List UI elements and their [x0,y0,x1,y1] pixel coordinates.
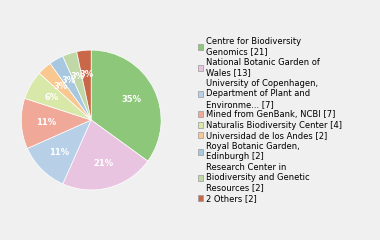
Wedge shape [39,63,91,120]
Text: 6%: 6% [45,93,59,102]
Wedge shape [63,52,91,120]
Wedge shape [25,73,91,120]
Legend: Centre for Biodiversity
Genomics [21], National Botanic Garden of
Wales [13], Un: Centre for Biodiversity Genomics [21], N… [197,36,343,204]
Text: 3%: 3% [62,76,76,85]
Wedge shape [27,120,91,184]
Text: 21%: 21% [93,159,113,168]
Wedge shape [63,120,148,190]
Text: 3%: 3% [70,72,84,81]
Text: 3%: 3% [54,82,68,91]
Wedge shape [21,98,91,148]
Wedge shape [91,50,161,161]
Text: 3%: 3% [79,70,93,79]
Text: 35%: 35% [122,95,142,104]
Wedge shape [50,56,91,120]
Text: 11%: 11% [49,148,69,157]
Text: 11%: 11% [36,118,56,127]
Wedge shape [77,50,91,120]
